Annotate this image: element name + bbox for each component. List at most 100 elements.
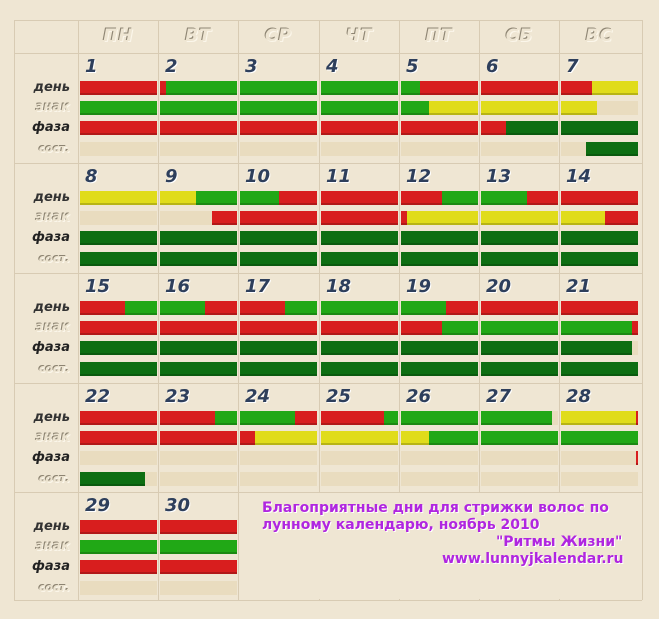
indicator-segment [160,252,237,266]
indicator-segment [240,252,317,266]
indicator-bar [160,520,237,534]
indicator-segment [124,301,157,315]
indicator-segment [80,560,157,574]
indicator-segment [561,101,598,115]
indicator-segment [401,211,408,225]
indicator-bar [160,472,237,486]
grid-line-horizontal [14,600,642,601]
indicator-bar [240,252,317,266]
indicator-bar [401,142,478,156]
indicator-bar [240,211,317,225]
day-number: 30 [165,495,191,516]
indicator-bar [240,81,317,95]
row-label-state: сост. [38,362,70,375]
indicator-bar [401,451,478,465]
indicator-segment [321,211,398,225]
indicator-segment [481,472,558,486]
indicator-bar [481,81,558,95]
indicator-segment [481,211,558,225]
grid-line-vertical [479,20,480,600]
day-number: 14 [566,166,592,187]
indicator-bar [561,321,638,335]
day-number: 18 [326,276,352,297]
indicator-bar [481,142,558,156]
indicator-segment [481,252,558,266]
indicator-segment [80,520,157,534]
indicator-bar [401,362,478,376]
indicator-bar [160,321,237,335]
indicator-bar [240,121,317,135]
indicator-bar [401,472,478,486]
indicator-segment [561,252,638,266]
day-number: 23 [165,386,191,407]
indicator-segment [591,81,638,95]
indicator-bar [80,540,157,554]
weekday-header: ПТ [425,26,454,46]
indicator-segment [80,211,157,225]
indicator-segment [401,451,478,465]
indicator-segment [166,81,237,95]
indicator-segment [429,431,478,445]
indicator-bar [321,142,398,156]
indicator-bar [160,191,237,205]
indicator-segment [631,321,638,335]
grid-line-horizontal [14,492,642,493]
indicator-segment [481,101,558,115]
indicator-segment [401,472,478,486]
indicator-segment [506,121,558,135]
indicator-bar [561,121,638,135]
row-label-state: сост. [38,581,70,594]
indicator-bar [80,252,157,266]
indicator-segment [240,101,317,115]
indicator-segment [196,191,237,205]
indicator-segment [160,211,213,225]
indicator-bar [80,341,157,355]
indicator-bar [321,252,398,266]
indicator-segment [561,472,638,486]
day-number: 6 [486,56,499,77]
indicator-bar [481,211,558,225]
grid-line-vertical [559,20,560,600]
indicator-segment [321,411,385,425]
indicator-segment [561,431,638,445]
indicator-bar [240,431,317,445]
indicator-segment [401,362,478,376]
indicator-bar [481,121,558,135]
caption-line-1: Благоприятные дни для стрижки волос по [262,500,609,516]
grid-line-vertical [14,20,15,600]
indicator-segment [80,121,157,135]
indicator-segment [240,121,317,135]
indicator-bar [160,142,237,156]
row-label-state: сост. [38,142,70,155]
indicator-bar [80,101,157,115]
indicator-segment [481,362,558,376]
indicator-bar [240,451,317,465]
indicator-segment [561,451,636,465]
indicator-segment [240,362,317,376]
indicator-bar [321,362,398,376]
day-number: 15 [85,276,111,297]
indicator-bar [240,142,317,156]
caption: Благоприятные дни для стрижки волос по л… [262,500,624,568]
indicator-segment [240,191,279,205]
indicator-bar [80,451,157,465]
indicator-segment [321,252,398,266]
row-label-day: день [33,519,70,534]
indicator-bar [240,231,317,245]
indicator-bar [481,231,558,245]
indicator-bar [401,211,478,225]
row-label-phase: фаза [32,340,70,355]
indicator-bar [160,362,237,376]
indicator-segment [481,142,558,156]
indicator-bar [321,191,398,205]
indicator-segment [321,121,398,135]
caption-website: www.lunnyjkalendar.ru [442,551,624,567]
day-number: 20 [486,276,512,297]
indicator-bar [160,341,237,355]
indicator-segment [481,411,552,425]
day-number: 9 [165,166,178,187]
indicator-segment [80,252,157,266]
indicator-bar [561,191,638,205]
indicator-segment [204,301,237,315]
day-number: 22 [85,386,111,407]
